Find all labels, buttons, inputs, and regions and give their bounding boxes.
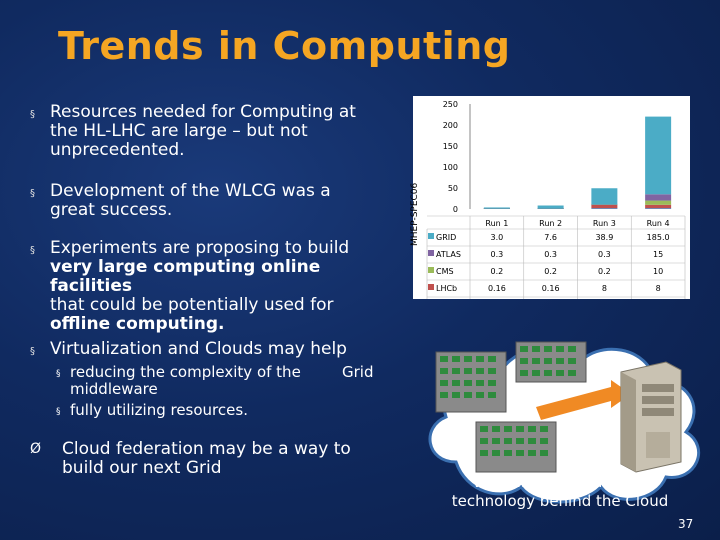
bullet-marker: §: [30, 109, 35, 120]
data-label: 10: [653, 267, 663, 276]
caption: Virtualization is the key technology beh…: [430, 473, 690, 511]
data-label: 0.3: [544, 250, 557, 259]
caption-line: Virtualization is the key: [471, 473, 649, 491]
sub-bullet-text-line: reducing the complexity of the: [70, 363, 301, 381]
legend-swatch-grid: [428, 233, 434, 239]
arrow-bullet-text-line: Cloud federation may be a way to: [62, 439, 351, 459]
y-tick-label: 200: [443, 121, 458, 130]
resources-chart: 0 50 100 150 200 250 Run 1 Run 2 Run 3 Run 4 GRID 3…: [410, 96, 690, 299]
bar-alice: [591, 208, 618, 209]
bar-alice: [645, 208, 672, 209]
cloud-illustration: [416, 312, 710, 520]
server-rack-grid-top: [515, 341, 587, 383]
category-label: Run 3: [593, 219, 616, 228]
sub-bullet-text-line: fully utilizing resources.: [70, 401, 248, 419]
data-label: 8: [656, 284, 661, 293]
y-tick-label: 150: [443, 142, 458, 151]
data-label: 0.16: [542, 284, 560, 293]
bar-lhcb: [591, 204, 618, 209]
data-label: 185.0: [647, 233, 670, 242]
bullet-text-line: offline computing.: [50, 314, 225, 334]
bar-grid: [591, 188, 618, 205]
legend-label: ATLAS: [436, 250, 461, 259]
bullet-text-line: unprecedented.: [50, 140, 185, 160]
legend-swatch-lhcb: [428, 284, 434, 290]
data-label: 7.6: [544, 233, 557, 242]
y-axis-label: MHEP-SPEC06: [410, 182, 420, 246]
server-rack-grid-bottom: [475, 421, 557, 473]
y-tick-label: 0: [453, 205, 458, 214]
data-label: 0.16: [488, 284, 506, 293]
legend-label: LHCb: [436, 284, 457, 293]
page-number: 37: [678, 517, 694, 531]
orange-arrow-icon: [536, 380, 631, 420]
category-label: Run 4: [647, 219, 670, 228]
bullet-text-line: Experiments are proposing to build: [50, 238, 350, 258]
chart-canvas: 0 50 100 150 200 250 Run 1 Run 2 Run 3 Run 4 GRID 3…: [426, 100, 686, 299]
bar-grid: [537, 205, 564, 209]
data-label: 8: [602, 284, 607, 293]
y-tick-label: 250: [443, 100, 458, 109]
data-label: 38.9: [595, 233, 613, 242]
arrow-bullet-text-line: build our next Grid: [62, 458, 222, 478]
data-label: 0.2: [544, 267, 557, 276]
legend-swatch-atlas: [428, 250, 434, 256]
bullet-text-line: that could be potentially used for: [50, 295, 334, 315]
bullet-text-line: the HL-LHC are large – but not: [50, 121, 308, 141]
slide-title: Trends in Computing: [58, 24, 511, 68]
category-label: Run 1: [485, 219, 508, 228]
data-label: 15: [653, 250, 663, 259]
bullet-text-line: Resources needed for Computing at: [50, 102, 356, 122]
bullet-marker: §: [30, 188, 35, 199]
data-label: 3.0: [491, 233, 504, 242]
y-tick-label: 50: [448, 184, 458, 193]
y-tick-label: 100: [443, 163, 458, 172]
data-label: 0.2: [598, 267, 611, 276]
bullet-text-line: Development of the WLCG was a: [50, 181, 331, 201]
data-label: 0.3: [598, 250, 611, 259]
legend-label: GRID: [436, 233, 456, 242]
arrow-bullet-marker: Ø: [30, 441, 42, 457]
legend-swatch-cms: [428, 267, 434, 273]
server-rack-grid-left: [435, 351, 507, 413]
bar-cms: [645, 200, 672, 205]
legend-label: CMS: [436, 267, 454, 276]
caption-line: technology behind the Cloud: [451, 492, 669, 510]
sub-bullet-marker: §: [56, 407, 61, 417]
category-label: Run 2: [539, 219, 562, 228]
bar-lhcb: [645, 204, 672, 209]
bar-grid: [483, 207, 510, 209]
data-label: 0.3: [491, 250, 504, 259]
tower-server-icon: [620, 361, 682, 473]
bullet-marker: §: [30, 245, 35, 256]
grid-word: Grid: [342, 363, 374, 381]
sub-bullet-marker: §: [56, 369, 61, 379]
bullet-text-line: Virtualization and Clouds may help: [50, 339, 347, 359]
bar-grid: [645, 116, 672, 195]
sub-bullet-text-line: middleware: [70, 380, 158, 398]
data-label: 0.2: [491, 267, 504, 276]
cloud-server-graphic: [428, 341, 700, 504]
bullet-text-line: very large computing online facilities: [50, 257, 321, 296]
bullet-marker: §: [30, 346, 35, 357]
bar-atlas: [645, 194, 672, 201]
bullet-text-line: great success.: [50, 200, 173, 220]
